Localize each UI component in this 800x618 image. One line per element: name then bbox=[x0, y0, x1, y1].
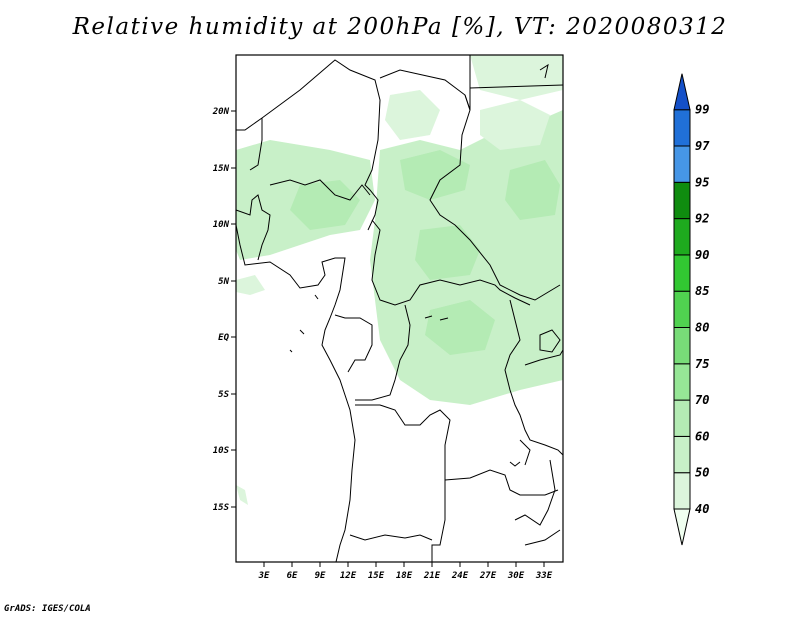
y-tick-label: 15N bbox=[213, 164, 230, 174]
colorbar-label: 95 bbox=[695, 175, 709, 189]
x-tick-label: 3E bbox=[258, 571, 270, 581]
y-tick-label: 10N bbox=[213, 220, 230, 230]
x-axis: 3E 6E 9E 12E 15E 18E 21E 24E 27E 30E 33E bbox=[258, 562, 553, 581]
colorbar-label: 97 bbox=[695, 139, 710, 153]
colorbar-label: 80 bbox=[695, 321, 709, 335]
colorbar-label: 40 bbox=[695, 502, 709, 516]
grads-credit: GrADS: IGES/COLA bbox=[4, 604, 91, 614]
colorbar-segment bbox=[673, 290, 691, 329]
y-tick-label: 5S bbox=[218, 390, 229, 400]
colorbar-segment bbox=[673, 109, 691, 147]
colorbar-segment bbox=[673, 399, 691, 437]
colorbar-segment bbox=[673, 435, 691, 474]
colorbar-label: 85 bbox=[695, 284, 709, 298]
x-tick-label: 12E bbox=[340, 571, 357, 581]
x-tick-label: 9E bbox=[315, 571, 326, 581]
colorbar-segment bbox=[673, 472, 691, 510]
colorbar-label: 60 bbox=[695, 429, 709, 443]
y-tick-label: 5N bbox=[218, 277, 229, 287]
colorbar-segment bbox=[673, 508, 691, 546]
x-tick-label: 15E bbox=[368, 571, 385, 581]
colorbar-segment bbox=[673, 327, 691, 365]
colorbar-label: 92 bbox=[695, 212, 709, 226]
y-axis: 20N 15N 10N 5N EQ 5S 10S 15S bbox=[212, 107, 236, 513]
map-title: Relative humidity at 200hPa [%], VT: 202… bbox=[72, 14, 728, 40]
colorbar-label: 90 bbox=[695, 248, 709, 262]
x-tick-label: 21E bbox=[423, 571, 441, 581]
x-tick-label: 27E bbox=[479, 571, 497, 581]
x-tick-label: 18E bbox=[396, 571, 413, 581]
x-tick-label: 30E bbox=[507, 571, 525, 581]
humidity-shading bbox=[236, 55, 563, 505]
colorbar-label: 75 bbox=[695, 357, 709, 371]
y-tick-label: 20N bbox=[212, 107, 230, 117]
x-tick-label: 33E bbox=[535, 571, 553, 581]
colorbar-label: 99 bbox=[695, 103, 709, 117]
y-tick-label: EQ bbox=[218, 333, 229, 343]
map-frame bbox=[235, 54, 564, 563]
colorbar-segment bbox=[673, 218, 691, 256]
x-tick-label: 6E bbox=[287, 571, 298, 581]
coastlines-borders bbox=[235, 54, 564, 563]
colorbar-label: 70 bbox=[695, 393, 709, 407]
colorbar-segment bbox=[673, 254, 691, 292]
colorbar-label: 50 bbox=[695, 466, 709, 480]
y-tick-label: 10S bbox=[213, 446, 230, 456]
y-tick-label: 15S bbox=[213, 503, 230, 513]
colorbar-segment bbox=[673, 363, 691, 401]
colorbar: 40 50 60 70 75 80 85 90 92 95 97 99 bbox=[673, 73, 710, 546]
colorbar-segment bbox=[673, 73, 691, 111]
colorbar-segment bbox=[673, 145, 691, 183]
colorbar-segment bbox=[673, 181, 691, 220]
x-tick-label: 24E bbox=[451, 571, 469, 581]
